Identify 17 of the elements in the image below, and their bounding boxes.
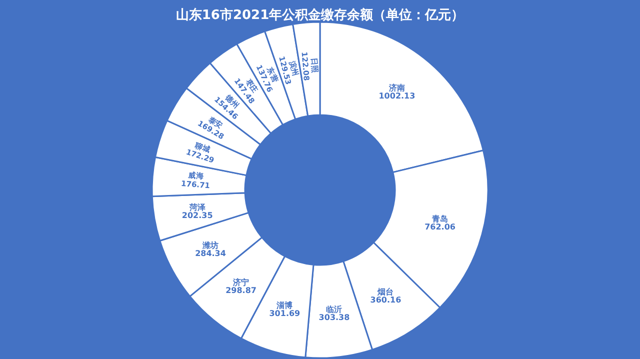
- slice-label: 淄博: [276, 300, 293, 310]
- slice-label: 青岛: [431, 214, 448, 224]
- data-label: 1002.13: [378, 92, 416, 101]
- chart-title: 山东16市2021年公积金缴存余额（单位：亿元）: [176, 7, 464, 23]
- slice-label: 烟台: [376, 287, 394, 296]
- data-label: 303.38: [318, 313, 350, 322]
- data-label: 202.35: [182, 210, 214, 220]
- data-label: 284.34: [195, 248, 226, 258]
- data-label: 301.69: [269, 308, 301, 318]
- slice-label: 济南: [388, 82, 405, 93]
- data-label: 298.87: [226, 286, 256, 295]
- slice-label: 济宁: [232, 276, 250, 287]
- slice-label: 潍坊: [202, 240, 219, 250]
- slice-label: 临沂: [326, 305, 342, 314]
- slice-label: 菏泽: [188, 202, 206, 212]
- data-label: 762.06: [424, 222, 456, 232]
- data-label: 360.16: [370, 295, 402, 304]
